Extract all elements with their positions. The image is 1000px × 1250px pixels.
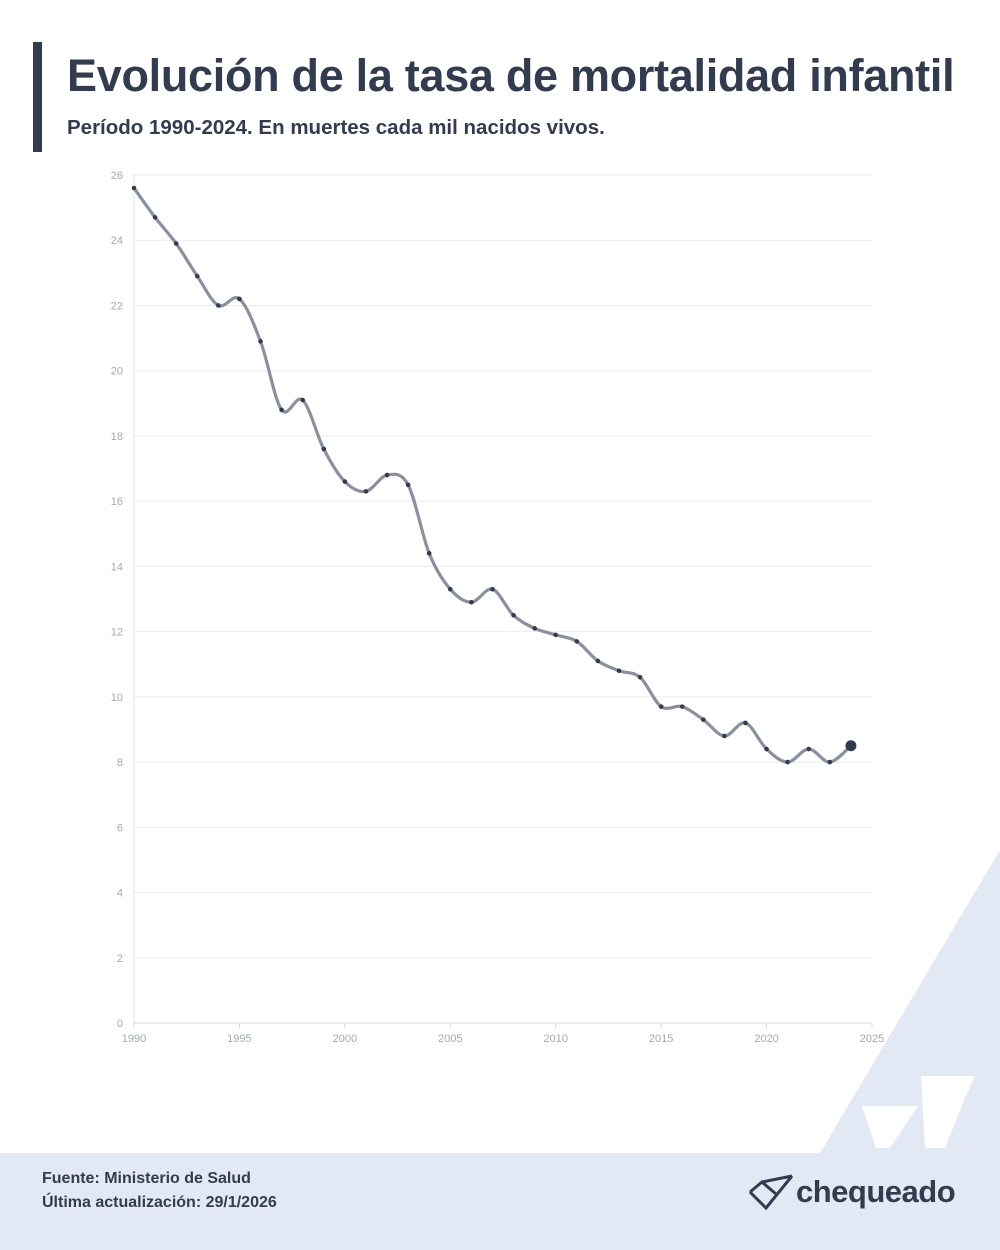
y-tick-label: 14 [111, 561, 123, 573]
data-point [679, 704, 685, 709]
checkmark-logo-icon [748, 1174, 794, 1210]
series-line [132, 186, 853, 764]
data-point [827, 759, 833, 765]
data-point [511, 613, 516, 618]
data-point [743, 720, 748, 726]
data-point [152, 215, 158, 220]
logo-text: chequeado [796, 1174, 956, 1209]
y-tick-label: 24 [111, 235, 123, 247]
x-tick-label: 2025 [860, 1033, 884, 1045]
data-point [637, 674, 643, 680]
data-point [300, 397, 305, 403]
data-point [574, 639, 580, 644]
y-tick-label: 10 [111, 692, 123, 704]
data-point [131, 185, 137, 191]
y-tick-label: 22 [111, 300, 123, 312]
series-path [132, 186, 853, 764]
x-tick-label: 1990 [122, 1033, 146, 1045]
data-point [532, 626, 537, 631]
data-points [131, 185, 857, 765]
chequeado-logo: chequeado [748, 1172, 956, 1212]
source-text: Fuente: Ministerio de Salud [42, 1170, 251, 1187]
data-point [321, 446, 327, 452]
y-tick-label: 20 [111, 366, 123, 378]
last-updated-text: Última actualización: 29/1/2026 [42, 1194, 277, 1211]
chart-title: Evolución de la tasa de mortalidad infan… [67, 50, 955, 101]
footer-band [0, 1153, 1000, 1250]
y-tick-label: 2 [117, 953, 123, 965]
data-point [785, 759, 790, 765]
y-tick-label: 8 [117, 757, 123, 769]
data-point [447, 586, 453, 592]
y-tick-label: 26 [111, 170, 123, 182]
data-point [342, 479, 348, 484]
x-tick-label: 2010 [543, 1033, 567, 1045]
data-point [258, 339, 263, 344]
data-point [173, 241, 179, 246]
last-data-point [845, 740, 857, 752]
y-tick-label: 12 [111, 627, 123, 639]
y-tick-label: 4 [117, 888, 123, 900]
y-tick-label: 0 [117, 1018, 123, 1030]
x-tick-label: 2015 [649, 1033, 673, 1045]
data-point [722, 733, 727, 739]
data-point [279, 407, 284, 413]
x-tick-label: 2005 [438, 1033, 462, 1045]
data-point [701, 717, 706, 722]
data-point [384, 472, 390, 478]
data-point [490, 586, 495, 592]
data-point [469, 599, 474, 605]
title-accent-bar [33, 42, 42, 152]
grid-lines [134, 174, 872, 959]
x-tick-label: 2000 [333, 1033, 357, 1045]
data-point [216, 303, 221, 308]
y-tick-label: 16 [111, 496, 123, 508]
data-point [426, 551, 432, 556]
y-tick-label: 6 [117, 822, 123, 834]
data-point [595, 658, 601, 664]
y-tick-label: 18 [111, 431, 123, 443]
chart-subtitle: Período 1990-2024. En muertes cada mil n… [67, 116, 605, 139]
data-point [363, 489, 369, 494]
data-point [806, 746, 812, 752]
data-point [553, 632, 559, 638]
data-point [764, 746, 769, 752]
data-point [194, 273, 200, 279]
data-point [405, 482, 411, 488]
x-tick-label: 2020 [754, 1033, 778, 1045]
x-tick-label: 1995 [227, 1033, 251, 1045]
data-point [237, 296, 242, 302]
data-point [616, 668, 622, 674]
data-point [658, 704, 664, 709]
